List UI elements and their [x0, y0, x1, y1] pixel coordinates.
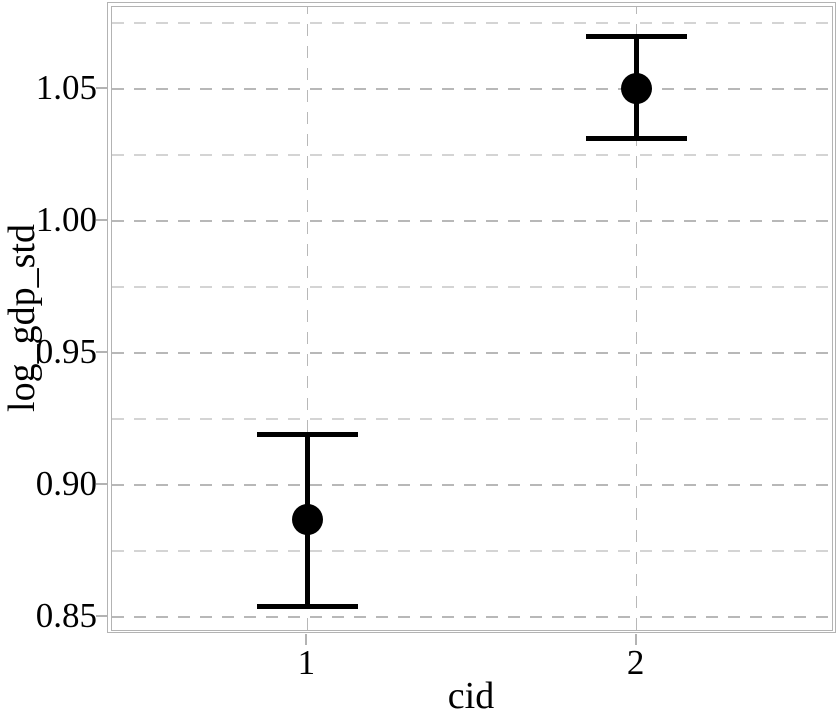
- error-bar-cap-top: [586, 33, 688, 39]
- y-axis-title: log_gdp_std: [1, 224, 43, 412]
- h-gridline-minor: [112, 550, 832, 552]
- y-tick-label: 0.95: [35, 331, 97, 371]
- x-axis-title: cid: [447, 675, 495, 717]
- h-gridline-minor: [112, 154, 832, 156]
- y-tick: [96, 614, 107, 617]
- h-gridline-minor: [112, 418, 832, 420]
- x-tick-label: 2: [626, 643, 645, 682]
- error-bar-cap-top: [256, 432, 358, 438]
- y-tick-label: 0.85: [35, 595, 97, 635]
- y-tick-label: 0.90: [35, 463, 97, 503]
- h-gridline-major: [112, 616, 832, 618]
- y-tick: [96, 482, 107, 485]
- y-tick: [96, 86, 107, 89]
- x-tick: [634, 634, 637, 645]
- panel-outer-border: [107, 2, 836, 633]
- h-gridline-minor: [112, 286, 832, 288]
- h-gridline-major: [112, 352, 832, 354]
- h-gridline-minor: [112, 22, 832, 24]
- y-tick-label: 1.00: [35, 199, 97, 239]
- h-gridline-major: [112, 484, 832, 486]
- v-gridline: [306, 7, 309, 630]
- error-bar-cap-bottom: [256, 603, 358, 609]
- plot-panel: [111, 6, 833, 631]
- h-gridline-major: [112, 88, 832, 90]
- y-tick: [96, 218, 107, 221]
- y-tick-label: 1.05: [35, 67, 97, 107]
- x-tick: [305, 634, 308, 645]
- v-gridline: [635, 7, 638, 630]
- y-tick: [96, 350, 107, 353]
- h-gridline-major: [112, 220, 832, 222]
- x-tick-label: 1: [297, 643, 316, 682]
- data-point: [291, 503, 323, 535]
- error-bar-cap-bottom: [586, 136, 688, 142]
- data-point: [621, 73, 653, 105]
